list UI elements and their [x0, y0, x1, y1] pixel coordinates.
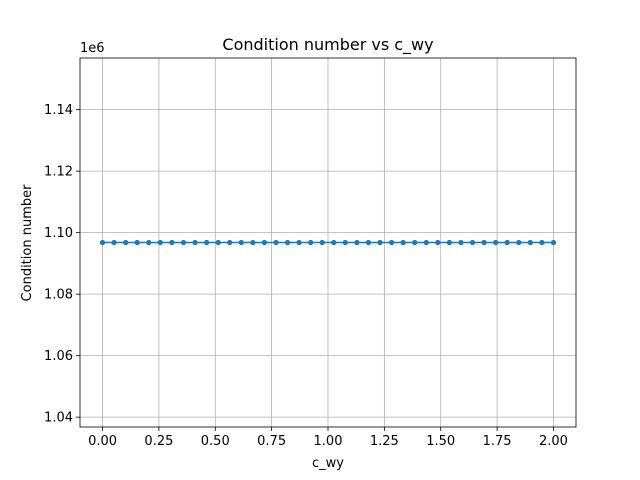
- data-point-marker: [296, 239, 302, 246]
- data-point-marker: [550, 239, 557, 246]
- x-tick-label: 1.25: [370, 434, 399, 449]
- data-point-marker: [388, 239, 395, 246]
- y-tick-label: 1.04: [44, 411, 73, 426]
- x-tick-label: 2.00: [539, 434, 568, 449]
- data-point-marker: [446, 239, 452, 246]
- x-tick-label: 1.00: [314, 434, 343, 449]
- data-point-marker: [99, 239, 106, 246]
- chart-title: Condition number vs c_wy: [222, 35, 433, 55]
- data-point-marker: [169, 239, 175, 246]
- data-point-marker: [400, 239, 406, 246]
- x-axis-ticks: 0.00 0.25 0.50 0.75 1.00 1.25 1.50 1.75 2.00: [88, 427, 568, 449]
- data-point-marker: [469, 239, 476, 246]
- data-point-marker: [238, 239, 244, 246]
- x-tick-label: 0.50: [201, 434, 230, 449]
- data-point-marker: [423, 239, 429, 246]
- data-point-marker: [435, 239, 441, 246]
- data-point-marker: [319, 239, 325, 246]
- data-point-marker: [215, 239, 221, 246]
- data-point-marker: [527, 239, 533, 246]
- data-point-marker: [123, 239, 129, 246]
- data-point-marker: [250, 239, 256, 246]
- x-axis-label: c_wy: [312, 456, 344, 471]
- data-point-marker: [493, 239, 499, 246]
- data-point-marker: [111, 239, 117, 246]
- x-tick-label: 0.00: [88, 434, 117, 449]
- series-layer: [99, 239, 557, 246]
- data-point-marker: [377, 239, 383, 246]
- y-tick-label: 1.12: [44, 165, 73, 180]
- y-tick-label: 1.06: [44, 349, 73, 364]
- data-point-marker: [365, 239, 372, 246]
- data-point-marker: [412, 239, 418, 246]
- data-point-marker: [146, 239, 152, 246]
- data-point-marker: [481, 239, 487, 246]
- y-tick-label: 1.08: [44, 288, 73, 303]
- data-point-marker: [273, 239, 279, 246]
- y-axis-ticks: 1.04 1.06 1.08 1.10 1.12 1.14: [44, 103, 80, 426]
- data-point-marker: [504, 239, 510, 246]
- x-tick-label: 1.50: [426, 434, 455, 449]
- data-point-marker: [458, 239, 464, 246]
- x-tick-label: 1.75: [483, 434, 512, 449]
- data-point-marker: [354, 239, 360, 246]
- x-tick-label: 0.75: [257, 434, 286, 449]
- data-point-marker: [331, 239, 337, 246]
- y-tick-label: 1.14: [44, 103, 73, 118]
- data-point-marker: [204, 239, 210, 246]
- y-axis-offset-label: 1e6: [80, 41, 105, 56]
- y-tick-label: 1.10: [44, 226, 73, 241]
- data-point-marker: [516, 239, 522, 246]
- y-axis-label: Condition number: [20, 184, 35, 302]
- data-point-marker: [180, 239, 187, 246]
- data-point-marker: [261, 239, 268, 246]
- data-point-marker: [227, 239, 233, 246]
- data-point-marker: [308, 239, 314, 246]
- data-point-marker: [192, 239, 198, 246]
- data-point-marker: [134, 239, 140, 246]
- data-point-marker: [342, 239, 348, 246]
- data-point-marker: [539, 239, 545, 246]
- x-tick-label: 0.25: [144, 434, 173, 449]
- data-point-marker: [157, 239, 163, 246]
- data-point-marker: [284, 239, 291, 246]
